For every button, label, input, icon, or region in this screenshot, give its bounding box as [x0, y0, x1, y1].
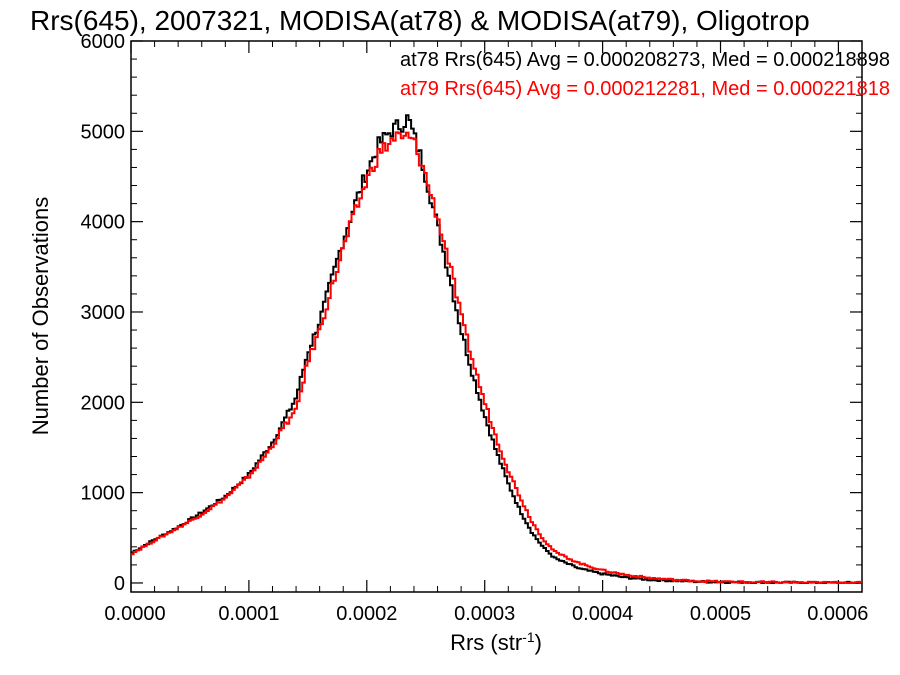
- series-group: [131, 114, 862, 584]
- x-axis-label-text: Rrs (str: [450, 630, 522, 655]
- x-tick-label: 0.0003: [454, 603, 515, 625]
- plot-frame: [130, 40, 863, 593]
- y-tick-label: 4000: [81, 212, 126, 234]
- chart-title: Rrs(645), 2007321, MODISA(at78) & MODISA…: [30, 5, 810, 36]
- y-tick-label: 0: [114, 573, 125, 595]
- annotation-at79: at79 Rrs(645) Avg = 0.000212281, Med = 0…: [400, 78, 890, 100]
- x-tick-label: 0.0000: [104, 603, 165, 625]
- x-tick-label: 0.0005: [690, 603, 751, 625]
- y-tick-label: 3000: [81, 302, 126, 324]
- y-tick-label: 2000: [81, 392, 126, 414]
- x-tick-label: 0.0004: [572, 603, 633, 625]
- x-tick-label: 0.0002: [336, 603, 397, 625]
- y-tick-label: 1000: [81, 483, 126, 505]
- annotation-at78: at78 Rrs(645) Avg = 0.000208273, Med = 0…: [400, 49, 890, 71]
- y-axis-label: Number of Observations: [28, 197, 53, 435]
- y-tick-label: 5000: [81, 121, 126, 143]
- series-line-at78: [131, 114, 862, 584]
- x-axis-label-suffix: ): [535, 630, 542, 655]
- series-line-at79: [131, 131, 862, 584]
- x-axis-label: Rrs (str-1): [450, 629, 542, 655]
- y-tick-label: 6000: [81, 31, 126, 53]
- x-tick-label: 0.0006: [807, 603, 868, 625]
- x-axis-label-superscript: -1: [522, 629, 535, 645]
- x-tick-label: 0.0001: [218, 603, 279, 625]
- x-axis: 0.0000 0.0001 0.0002 0.0003 0.0004 0.0005 0.00…: [104, 41, 868, 625]
- y-axis: 0 1000 2000 3000 4000 5000 6000: [81, 31, 862, 595]
